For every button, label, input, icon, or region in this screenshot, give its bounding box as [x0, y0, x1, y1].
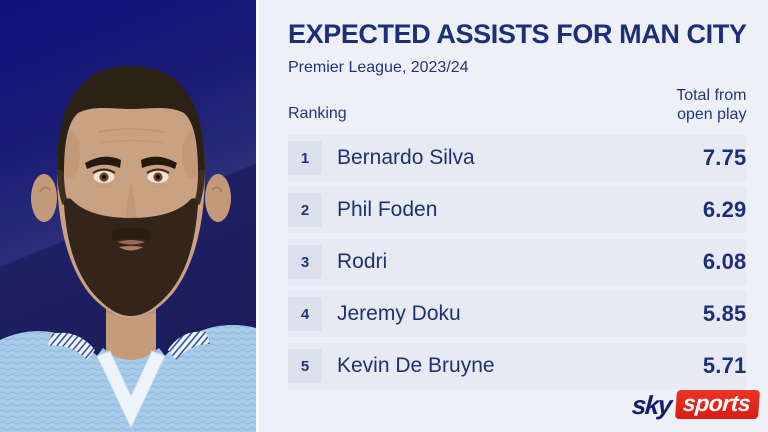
xa-value: 6.29 [702, 197, 747, 222]
player-name: Phil Foden [337, 198, 438, 221]
player-eyebrows [85, 156, 177, 169]
player-name: Kevin De Bruyne [337, 354, 495, 377]
ranking-table: 1 Bernardo Silva 7.75 2 Phil Foden 6.29 … [288, 135, 747, 389]
player-beard [64, 198, 198, 316]
rank-badge: 5 [288, 349, 322, 383]
xa-value: 7.75 [702, 145, 747, 170]
table-column-headers: Ranking Total from open play [288, 84, 746, 124]
table-row: 3 Rodri 6.08 [288, 239, 747, 285]
rank-badge: 4 [288, 297, 322, 331]
page-subtitle: Premier League, 2023/24 [288, 59, 469, 76]
table-row: 1 Bernardo Silva 7.75 [288, 135, 747, 181]
xa-value: 5.71 [702, 353, 747, 378]
player-name: Rodri [337, 250, 388, 273]
table-row: 5 Kevin De Bruyne 5.71 [288, 343, 747, 389]
player-photo [0, 66, 256, 432]
page-title: EXPECTED ASSISTS FOR MAN CITY [288, 19, 747, 49]
sky-sports-logo: sky sports [631, 389, 761, 420]
player-eyes [92, 168, 170, 188]
player-name: Bernardo Silva [337, 146, 475, 169]
table-row: 2 Phil Foden 6.29 [288, 187, 747, 233]
stats-panel: EXPECTED ASSISTS FOR MAN CITY Premier Le… [256, 0, 768, 432]
value-column-label-line1: Total from [676, 87, 747, 104]
rank-badge: 2 [288, 193, 322, 227]
xa-value: 6.08 [702, 249, 747, 274]
sports-logo-badge: sports [675, 390, 761, 419]
sky-logo-text: sky [631, 389, 673, 420]
ranking-column-label: Ranking [288, 105, 347, 122]
rank-badge: 3 [288, 245, 322, 279]
player-photo-panel [0, 0, 256, 432]
player-jersey [0, 325, 256, 432]
value-column-label-line2: open play [677, 106, 747, 123]
xa-value: 5.85 [702, 301, 747, 326]
table-row: 4 Jeremy Doku 5.85 [288, 291, 747, 337]
player-name: Jeremy Doku [337, 302, 461, 325]
player-ears [31, 174, 231, 222]
value-column-label: Total from open play [676, 86, 746, 124]
rank-badge: 1 [288, 141, 322, 175]
player-hair [57, 66, 205, 208]
